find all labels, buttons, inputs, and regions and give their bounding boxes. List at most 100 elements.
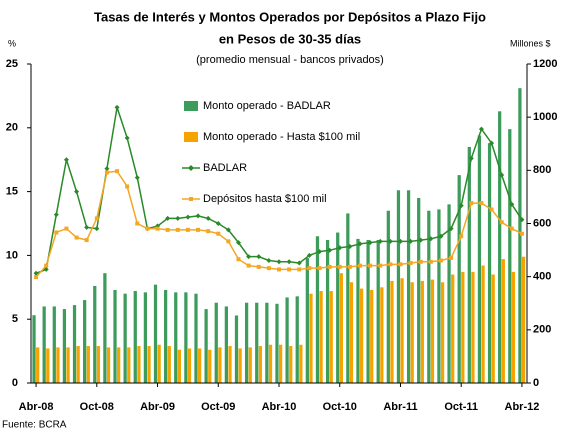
marker	[428, 236, 434, 242]
y2-tick-label: 600	[533, 217, 551, 229]
marker	[175, 227, 180, 232]
bar	[147, 346, 151, 383]
bar	[451, 274, 455, 383]
marker	[519, 217, 525, 223]
x-tick-label: Abr-09	[140, 401, 175, 413]
y-axis-label: %	[8, 38, 16, 48]
marker	[397, 238, 403, 244]
chart-subtitle: (promedio mensual - bancos privados)	[196, 54, 384, 66]
marker	[206, 229, 211, 234]
bar	[62, 309, 67, 383]
marker	[124, 135, 130, 141]
marker	[195, 213, 201, 219]
marker	[175, 215, 181, 221]
bar	[295, 296, 299, 383]
bar	[508, 129, 512, 383]
marker	[44, 263, 49, 268]
y2-tick-label: 200	[533, 324, 551, 336]
bar	[187, 348, 192, 383]
marker	[287, 267, 292, 272]
legend-label: Depósitos hasta $100 mil	[203, 193, 327, 205]
bar	[370, 289, 374, 383]
bar	[167, 346, 171, 383]
y-tick-label: 5	[12, 313, 18, 325]
bar	[349, 282, 354, 383]
source: Fuente: BCRA	[2, 420, 67, 431]
marker	[368, 263, 373, 268]
bar	[329, 291, 333, 383]
bar	[521, 256, 526, 383]
x-tick-label: Abr-11	[383, 401, 417, 413]
bar	[390, 280, 394, 383]
marker	[53, 212, 59, 218]
marker	[266, 266, 271, 271]
marker	[378, 263, 383, 268]
bar	[137, 346, 141, 383]
bar	[174, 292, 178, 383]
marker	[276, 259, 282, 265]
marker	[84, 238, 89, 243]
marker	[33, 270, 39, 276]
marker	[125, 184, 130, 189]
marker	[468, 155, 474, 161]
bar	[420, 280, 424, 383]
bar	[96, 346, 101, 383]
bar	[518, 88, 522, 384]
marker	[357, 263, 362, 268]
marker	[63, 157, 69, 163]
marker	[316, 249, 322, 255]
marker	[256, 264, 261, 269]
bar	[157, 344, 161, 383]
bar	[238, 348, 242, 383]
marker	[398, 262, 403, 267]
marker	[277, 267, 281, 272]
marker	[509, 226, 514, 231]
bar	[46, 348, 50, 383]
bar	[52, 306, 56, 383]
marker	[347, 264, 352, 269]
x-tick-label: Oct-09	[201, 401, 235, 413]
bar	[359, 288, 364, 383]
bar	[133, 291, 137, 383]
bar	[208, 349, 212, 383]
bar	[400, 278, 404, 383]
bar	[76, 346, 80, 383]
y2-axis-label: Millones $	[510, 38, 551, 48]
legend-swatch	[184, 132, 198, 142]
marker	[479, 201, 484, 206]
bar	[366, 239, 370, 383]
marker	[387, 238, 393, 244]
bar	[93, 285, 97, 383]
marker	[306, 252, 312, 258]
bar	[164, 289, 168, 383]
bar	[117, 347, 121, 383]
marker	[489, 207, 494, 212]
bar	[36, 347, 40, 383]
y-tick-label: 25	[6, 58, 18, 70]
marker	[377, 238, 383, 244]
bar	[339, 273, 343, 383]
marker	[84, 224, 90, 230]
marker	[135, 221, 140, 226]
bar	[184, 292, 188, 383]
bar	[430, 279, 435, 383]
bar	[511, 271, 516, 383]
x-tick-label: Abr-10	[262, 401, 297, 413]
marker	[115, 169, 120, 174]
bar	[437, 209, 441, 383]
bar	[204, 309, 208, 383]
marker	[459, 234, 464, 239]
bar	[32, 315, 36, 383]
marker	[367, 240, 373, 246]
y-tick-label: 15	[6, 186, 18, 198]
bar	[487, 143, 492, 383]
marker	[226, 239, 231, 244]
bar	[325, 239, 330, 383]
bar	[113, 289, 117, 383]
marker	[246, 263, 251, 268]
bar	[86, 346, 90, 383]
bar	[248, 347, 252, 383]
bar	[56, 347, 60, 383]
marker	[408, 238, 414, 244]
